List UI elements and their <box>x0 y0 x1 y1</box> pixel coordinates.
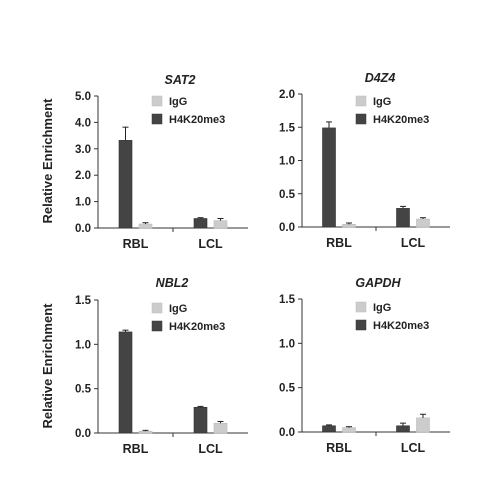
legend-swatch-igg <box>355 301 367 313</box>
y-tick-label: 0.0 <box>75 428 91 440</box>
legend-swatch-h4k20me3 <box>151 320 163 332</box>
legend-swatch-igg <box>151 302 163 314</box>
legend-swatch-h4k20me3 <box>355 113 367 125</box>
legend-swatch-h4k20me3 <box>151 113 163 125</box>
bar-h4k20me3-lcl <box>396 208 410 228</box>
legend-label-h4k20me3: H4K20me3 <box>373 114 429 126</box>
y-tick-label: 0.5 <box>75 384 92 396</box>
x-category-label: RBL <box>123 442 149 456</box>
bar-h4k20me3-rbl <box>118 140 133 229</box>
bar-igg-lcl <box>213 422 228 434</box>
legend-label-h4k20me3: H4K20me3 <box>373 320 429 332</box>
legend-label-h4k20me3: H4K20me3 <box>169 114 225 126</box>
legend-label-igg: IgG <box>169 303 187 315</box>
chart-title: SAT2 <box>164 73 195 87</box>
bar-igg-lcl <box>213 220 228 229</box>
bar-igg-rbl <box>342 427 356 433</box>
x-category-label: LCL <box>401 236 426 250</box>
x-category-label: RBL <box>123 237 149 251</box>
bar-h4k20me3-lcl <box>193 406 208 434</box>
y-tick-label: 0.0 <box>75 223 91 235</box>
bar-h4k20me3-rbl <box>118 331 133 434</box>
x-category-label: LCL <box>401 441 426 455</box>
bar-h4k20me3-lcl <box>193 218 208 229</box>
y-tick-label: 1.0 <box>75 197 91 209</box>
y-tick-label: 1.0 <box>75 339 91 351</box>
legend-label-h4k20me3: H4K20me3 <box>169 321 225 333</box>
y-tick-label: 0.5 <box>279 189 296 201</box>
bar-igg-rbl <box>342 224 356 228</box>
legend-swatch-igg <box>355 95 367 107</box>
legend-swatch-h4k20me3 <box>355 319 367 331</box>
y-tick-label: 2.0 <box>279 89 295 101</box>
bar-h4k20me3-lcl <box>396 425 410 433</box>
y-tick-label: 1.5 <box>75 295 92 307</box>
bar-h4k20me3-rbl <box>322 425 336 433</box>
x-category-label: LCL <box>198 237 223 251</box>
chart-panel-4: GAPDH 0.0 0.5 1.0 1.5 RBL LCL IgG H4K20me3 <box>279 276 450 455</box>
y-tick-label: 0.5 <box>279 383 296 395</box>
bar-h4k20me3-rbl <box>322 127 336 228</box>
y-tick-label: 1.0 <box>279 338 295 350</box>
y-axis-label: Relative Enrichment <box>40 303 55 429</box>
legend-label-igg: IgG <box>169 96 187 108</box>
x-category-label: LCL <box>198 442 223 456</box>
legend-label-igg: IgG <box>373 302 391 314</box>
y-tick-label: 5.0 <box>75 91 91 103</box>
bar-igg-lcl <box>416 218 430 228</box>
y-tick-label: 1.5 <box>279 122 296 134</box>
chart-panel-3: NBL2 Relative Enrichment 0.0 0.5 1.0 1.5 RBL LC… <box>40 276 248 456</box>
x-category-label: RBL <box>326 441 352 455</box>
y-tick-label: 4.0 <box>75 117 91 129</box>
chart-title: NBL2 <box>156 276 189 290</box>
chart-title: GAPDH <box>355 276 401 290</box>
chart-title: D4Z4 <box>365 71 396 85</box>
y-tick-label: 1.5 <box>279 294 296 306</box>
y-axis-label: Relative Enrichment <box>40 98 55 224</box>
y-tick-label: 3.0 <box>75 144 91 156</box>
chart-panel-2: D4Z4 0.0 0.5 1.0 1.5 2.0 RBL LCL IgG H4K20me3 <box>279 71 450 250</box>
bar-igg-rbl <box>138 223 153 229</box>
bar-igg-lcl <box>416 417 430 433</box>
chart-panel-1: SAT2 Relative Enrichment 0.0 1.0 2.0 3.0 4.0 5.… <box>40 73 248 251</box>
y-tick-label: 1.0 <box>279 156 295 168</box>
y-tick-label: 0.0 <box>279 222 295 234</box>
y-tick-label: 0.0 <box>279 427 295 439</box>
y-tick-label: 2.0 <box>75 170 91 182</box>
x-category-label: RBL <box>326 236 352 250</box>
legend-label-igg: IgG <box>373 96 391 108</box>
bar-igg-rbl <box>138 430 153 434</box>
legend-swatch-igg <box>151 95 163 107</box>
